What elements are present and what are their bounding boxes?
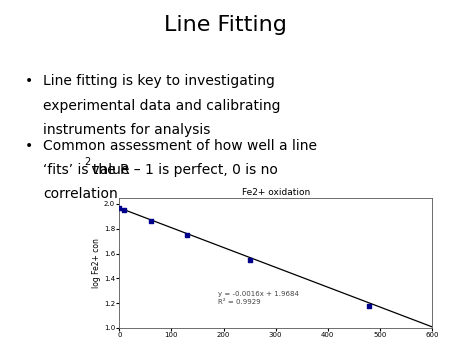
Text: correlation: correlation: [43, 187, 117, 201]
Text: instruments for analysis: instruments for analysis: [43, 123, 210, 137]
Text: value – 1 is perfect, 0 is no: value – 1 is perfect, 0 is no: [87, 163, 278, 177]
Point: [147, 219, 154, 224]
Title: Fe2+ oxidation: Fe2+ oxidation: [242, 188, 310, 197]
Text: •: •: [25, 139, 33, 152]
Text: Line Fitting: Line Fitting: [163, 15, 287, 35]
Point: [184, 232, 191, 238]
Text: 2: 2: [85, 157, 91, 167]
Point: [116, 205, 123, 211]
Text: R² = 0.9929: R² = 0.9929: [218, 299, 261, 305]
Text: experimental data and calibrating: experimental data and calibrating: [43, 99, 280, 113]
Text: Common assessment of how well a line: Common assessment of how well a line: [43, 139, 317, 152]
Y-axis label: log Fe2+ con: log Fe2+ con: [92, 238, 101, 288]
Text: ‘fits’ is the R: ‘fits’ is the R: [43, 163, 130, 177]
Point: [121, 208, 128, 213]
Point: [246, 257, 253, 262]
Text: •: •: [25, 74, 33, 88]
Point: [366, 303, 373, 308]
Text: Line fitting is key to investigating: Line fitting is key to investigating: [43, 74, 274, 88]
Text: y = -0.0016x + 1.9684: y = -0.0016x + 1.9684: [218, 291, 299, 297]
